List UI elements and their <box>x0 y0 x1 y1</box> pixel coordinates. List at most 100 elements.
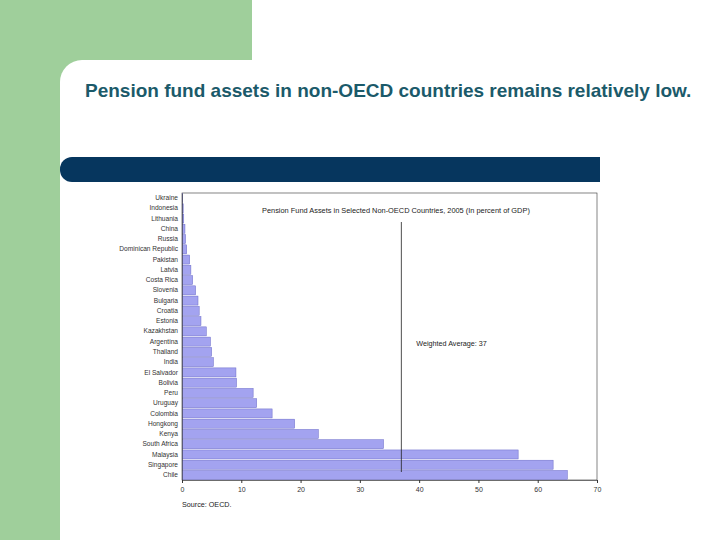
bar <box>182 409 272 418</box>
y-tick: Singapore <box>148 461 182 469</box>
plot-frame <box>182 193 597 480</box>
y-tick: Colombia <box>150 410 182 417</box>
y-tick: Ukraine <box>155 194 182 201</box>
slide-title: Pension fund assets in non-OECD countrie… <box>85 78 700 103</box>
bar <box>182 368 236 377</box>
y-axis: Ukraine Indonesia Lithuania China Russia Domi… <box>119 194 182 481</box>
bar <box>182 317 201 326</box>
y-tick: Pakistan <box>153 256 182 263</box>
x-tick-label: 50 <box>475 486 483 493</box>
x-tick-label: 0 <box>181 486 185 493</box>
x-tick-mark <box>597 480 598 483</box>
plot-area <box>182 194 567 480</box>
bar <box>182 470 567 479</box>
category-label: Dominican Republic <box>119 245 178 253</box>
bar <box>182 460 553 469</box>
bar <box>182 327 206 336</box>
y-tick: Latvia <box>160 266 182 273</box>
category-label: Estonia <box>156 317 178 324</box>
bar <box>182 286 196 295</box>
x-tick-label: 30 <box>356 486 364 493</box>
y-tick: Kenya <box>159 430 182 438</box>
category-label: China <box>161 225 179 232</box>
category-label: Colombia <box>150 410 178 417</box>
category-label: Costa Rica <box>146 276 179 283</box>
bar <box>182 347 212 356</box>
category-label: Indonesia <box>149 204 178 211</box>
x-tick: 20 <box>297 480 305 493</box>
x-tick-mark <box>301 480 302 483</box>
category-label: El Salvador <box>144 369 179 376</box>
category-label: Singapore <box>148 461 178 469</box>
x-tick-label: 70 <box>594 486 602 493</box>
bar <box>182 450 518 459</box>
x-tick: 50 <box>475 480 483 493</box>
y-tick: Bolivia <box>159 379 182 386</box>
x-tick: 0 <box>181 480 185 493</box>
bar <box>182 358 213 367</box>
bar <box>182 440 384 449</box>
category-label: Bolivia <box>159 379 179 386</box>
reference-line <box>401 222 402 472</box>
slide-decoration <box>0 0 720 540</box>
x-tick-label: 20 <box>297 486 305 493</box>
category-label: Kenya <box>159 430 178 438</box>
y-tick: Estonia <box>156 317 182 324</box>
bar <box>182 276 193 285</box>
y-tick: Uruguay <box>153 399 182 407</box>
x-tick-mark <box>241 480 242 483</box>
x-tick-label: 40 <box>416 486 424 493</box>
y-tick: Costa Rica <box>146 276 182 283</box>
y-tick: Chile <box>163 471 182 478</box>
category-label: India <box>164 358 179 365</box>
bar <box>182 296 198 305</box>
y-axis-line <box>182 194 183 481</box>
bar <box>182 399 257 408</box>
y-tick: Thailand <box>153 348 182 355</box>
bar <box>182 306 199 315</box>
x-tick: 40 <box>416 480 424 493</box>
y-tick: Slovenia <box>153 286 182 293</box>
y-tick: Russia <box>158 235 182 242</box>
bar <box>182 429 318 438</box>
category-label: Thailand <box>153 348 179 355</box>
y-tick: Peru <box>164 389 182 396</box>
category-label: Lithuania <box>151 215 178 222</box>
category-label: Peru <box>164 389 178 396</box>
category-label: Argentina <box>150 338 179 346</box>
y-tick: Lithuania <box>151 215 182 222</box>
bar <box>182 337 210 346</box>
category-label: Malaysia <box>152 451 178 459</box>
category-label: Bulgaria <box>154 297 179 305</box>
x-tick-label: 60 <box>534 486 542 493</box>
source-note: Source: OECD. <box>182 500 232 509</box>
y-tick: Malaysia <box>152 451 182 459</box>
bar <box>182 388 253 397</box>
y-tick: South Africa <box>142 440 182 447</box>
y-tick: Kazakhstan <box>144 327 182 334</box>
x-tick: 60 <box>534 480 542 493</box>
y-tick: China <box>161 225 182 232</box>
bar <box>182 255 190 264</box>
x-tick-mark <box>419 480 420 483</box>
x-tick-mark <box>182 480 183 483</box>
y-tick: Argentina <box>150 338 182 346</box>
white-panel <box>60 60 720 540</box>
navy-band <box>60 157 600 182</box>
x-tick-label: 10 <box>238 486 246 493</box>
y-tick: Croatia <box>157 307 182 314</box>
y-tick: Hongkong <box>148 420 182 428</box>
y-tick: India <box>164 358 182 365</box>
x-tick-mark <box>478 480 479 483</box>
x-tick: 70 <box>594 480 602 493</box>
category-label: Croatia <box>157 307 179 314</box>
y-tick: Dominican Republic <box>119 245 182 253</box>
category-label: Kazakhstan <box>144 327 179 334</box>
y-tick: Bulgaria <box>154 297 182 305</box>
category-label: Chile <box>163 471 178 478</box>
category-label: Hongkong <box>148 420 178 428</box>
reference-label: Weighted Average: 37 <box>416 339 486 348</box>
x-axis-line <box>183 481 598 484</box>
navy-band-fill <box>80 157 600 182</box>
category-label: Ukraine <box>155 194 178 201</box>
